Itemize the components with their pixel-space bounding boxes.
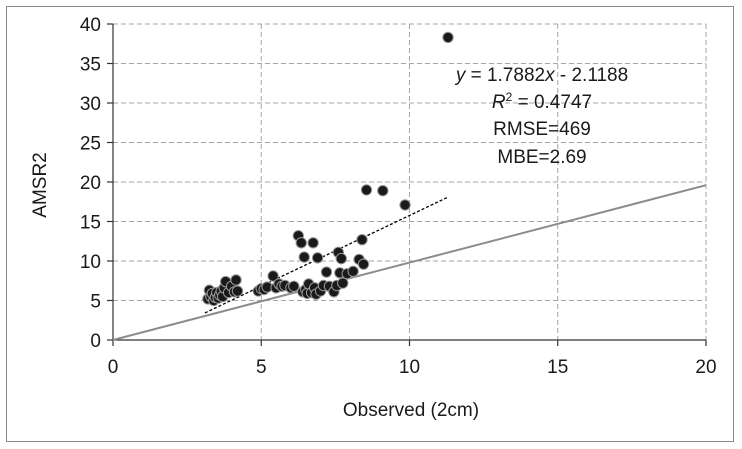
data-point <box>347 265 359 277</box>
y-axis-title: AMSR2 <box>30 152 51 217</box>
one-to-one-line <box>112 184 707 341</box>
rmse-label: RMSE=469 <box>493 119 591 140</box>
reference-lines <box>112 184 707 341</box>
data-point <box>360 184 373 196</box>
x-tick-label: 0 <box>108 357 119 378</box>
data-point <box>298 251 310 263</box>
y-tick-label: 40 <box>80 15 101 36</box>
equation-slope: = 1.7882 <box>465 65 545 86</box>
r-squared-exponent: 2 <box>506 90 513 104</box>
x-axis-title: Observed (2cm) <box>343 400 479 421</box>
x-tick-label: 5 <box>256 357 267 378</box>
data-point <box>288 280 300 292</box>
data-point <box>337 277 349 289</box>
equation-intercept: - 2.1188 <box>555 65 629 86</box>
y-tick-label: 30 <box>80 94 101 115</box>
x-tick-label: 10 <box>399 357 420 378</box>
data-point <box>377 184 389 197</box>
r-squared-value: = 0.4747 <box>512 92 592 113</box>
data-point <box>311 252 324 264</box>
x-tick-label: 20 <box>695 357 716 378</box>
regression-equation: y = 1.7882x - 2.1188 <box>454 65 628 86</box>
tick-labels: 0 5 10 15 20 25 30 35 40 0 5 10 15 20 <box>80 15 717 378</box>
data-point <box>356 233 368 246</box>
data-point <box>320 266 333 278</box>
chart-frame <box>6 6 734 442</box>
data-point <box>335 252 348 265</box>
axes <box>107 23 707 346</box>
mbe-label: MBE=2.69 <box>497 147 586 168</box>
data-point <box>357 258 370 270</box>
data-point <box>230 274 242 286</box>
x-tick-label: 15 <box>547 357 568 378</box>
y-tick-label: 25 <box>80 134 101 155</box>
data-point <box>442 31 454 44</box>
data-point <box>399 199 411 211</box>
r-squared-label: R2 = 0.4747 <box>492 90 592 113</box>
y-tick-label: 15 <box>80 213 101 234</box>
trend-line <box>204 196 449 314</box>
data-point <box>295 237 307 249</box>
equation-x: x <box>544 65 556 86</box>
r-symbol: R <box>492 92 506 113</box>
y-tick-label: 5 <box>90 292 101 313</box>
equation-y: y <box>454 65 467 86</box>
data-point <box>267 270 279 282</box>
y-tick-label: 20 <box>80 173 101 194</box>
y-tick-label: 10 <box>80 252 101 273</box>
y-tick-label: 0 <box>90 331 101 352</box>
data-point <box>231 285 244 297</box>
data-point <box>307 237 319 249</box>
y-tick-label: 35 <box>80 55 101 76</box>
data-points <box>202 31 454 307</box>
